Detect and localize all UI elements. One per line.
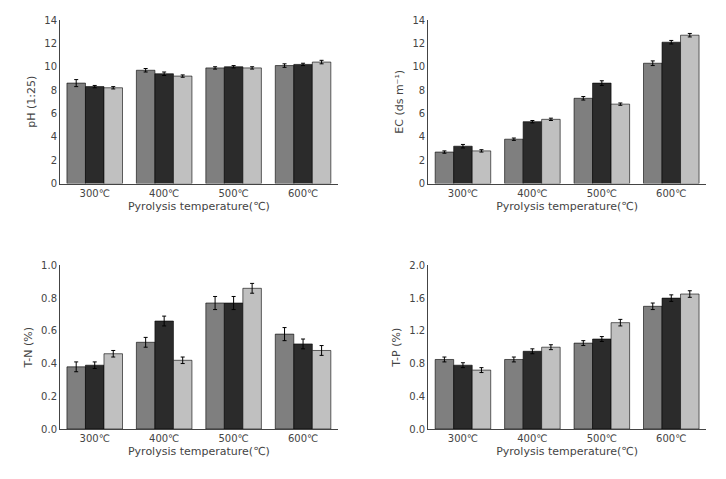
svg-text:300℃: 300℃ <box>448 188 478 199</box>
svg-text:500℃: 500℃ <box>587 433 617 444</box>
svg-text:12: 12 <box>412 38 425 49</box>
svg-text:500℃: 500℃ <box>218 433 248 444</box>
svg-text:0.4: 0.4 <box>409 391 425 402</box>
svg-text:0.0: 0.0 <box>41 424 57 435</box>
svg-text:14: 14 <box>412 15 425 26</box>
svg-text:0.6: 0.6 <box>41 325 57 336</box>
svg-text:14: 14 <box>44 15 57 26</box>
svg-text:0.8: 0.8 <box>409 358 425 369</box>
svg-text:300℃: 300℃ <box>448 433 478 444</box>
svg-text:300℃: 300℃ <box>80 433 110 444</box>
svg-text:1.6: 1.6 <box>409 293 425 304</box>
svg-text:0.8: 0.8 <box>41 293 57 304</box>
svg-text:500℃: 500℃ <box>218 188 248 199</box>
svg-text:600℃: 600℃ <box>656 433 686 444</box>
svg-text:400℃: 400℃ <box>149 188 179 199</box>
svg-text:2: 2 <box>51 155 57 166</box>
svg-text:EC (ds m⁻¹): EC (ds m⁻¹) <box>393 70 406 134</box>
svg-text:Pyrolysis temperature(℃): Pyrolysis temperature(℃) <box>128 445 270 458</box>
svg-text:Pyrolysis temperature(℃): Pyrolysis temperature(℃) <box>496 200 638 213</box>
svg-text:pH (1:25): pH (1:25) <box>25 76 38 128</box>
svg-text:4: 4 <box>419 131 425 142</box>
svg-text:Pyrolysis temperature(℃): Pyrolysis temperature(℃) <box>496 445 638 458</box>
svg-text:400℃: 400℃ <box>517 433 547 444</box>
svg-text:0: 0 <box>51 178 57 189</box>
svg-text:1.2: 1.2 <box>409 325 425 336</box>
svg-text:8: 8 <box>51 85 57 96</box>
svg-text:6: 6 <box>51 108 57 119</box>
svg-text:Pyrolysis temperature(℃): Pyrolysis temperature(℃) <box>128 200 270 213</box>
svg-text:300℃: 300℃ <box>80 188 110 199</box>
svg-text:500℃: 500℃ <box>587 188 617 199</box>
svg-text:0.2: 0.2 <box>41 391 57 402</box>
svg-text:0.0: 0.0 <box>409 424 425 435</box>
svg-text:600℃: 600℃ <box>288 188 318 199</box>
svg-text:2.0: 2.0 <box>409 260 425 271</box>
svg-text:0.4: 0.4 <box>41 358 57 369</box>
svg-text:T-N (%): T-N (%) <box>22 327 35 368</box>
svg-text:400℃: 400℃ <box>149 433 179 444</box>
svg-text:10: 10 <box>412 61 425 72</box>
svg-text:400℃: 400℃ <box>517 188 547 199</box>
svg-text:4: 4 <box>51 131 57 142</box>
svg-text:T-P (%): T-P (%) <box>390 328 403 368</box>
svg-text:1.0: 1.0 <box>41 260 57 271</box>
svg-text:12: 12 <box>44 38 57 49</box>
svg-text:10: 10 <box>44 61 57 72</box>
svg-text:600℃: 600℃ <box>656 188 686 199</box>
svg-text:8: 8 <box>419 85 425 96</box>
svg-text:600℃: 600℃ <box>288 433 318 444</box>
svg-text:6: 6 <box>419 108 425 119</box>
svg-text:0: 0 <box>419 178 425 189</box>
svg-text:2: 2 <box>419 155 425 166</box>
